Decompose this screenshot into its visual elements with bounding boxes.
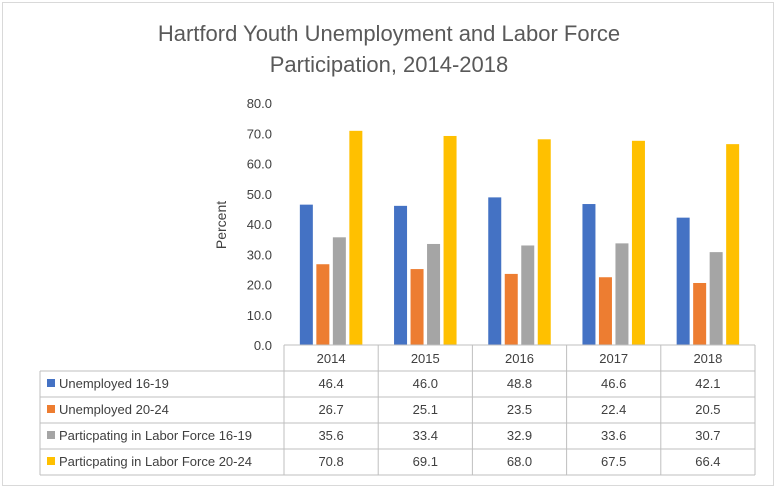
y-tick-label: 40.0 — [247, 217, 272, 232]
data-label: 23.5 — [507, 402, 532, 417]
bar — [427, 243, 441, 345]
y-tick-label: 20.0 — [247, 278, 272, 293]
bar — [316, 264, 330, 345]
data-label: 46.6 — [601, 376, 626, 391]
x-tick-label: 2014 — [317, 351, 346, 366]
chart-title: Hartford Youth Unemployment and Labor Fo… — [0, 18, 778, 80]
data-label: 70.8 — [318, 454, 343, 469]
y-tick-label: 60.0 — [247, 157, 272, 172]
data-label: 46.4 — [318, 376, 343, 391]
bar — [410, 269, 424, 345]
bar — [693, 282, 707, 345]
bar — [598, 277, 612, 345]
bar — [332, 237, 346, 345]
legend-swatch — [47, 431, 55, 439]
chart-title-line-2: Participation, 2014-2018 — [269, 52, 509, 77]
data-label: 67.5 — [601, 454, 626, 469]
bar — [615, 243, 629, 345]
bar — [676, 217, 690, 345]
data-label: 33.6 — [601, 428, 626, 443]
bar — [631, 140, 645, 345]
legend-label: Unemployed 16-19 — [59, 376, 169, 391]
data-label: 66.4 — [695, 454, 720, 469]
legend-swatch — [47, 457, 55, 465]
data-label: 33.4 — [413, 428, 438, 443]
bar — [299, 204, 313, 345]
chart-title-line-1: Hartford Youth Unemployment and Labor Fo… — [157, 21, 621, 46]
data-label: 48.8 — [507, 376, 532, 391]
bar — [521, 245, 535, 345]
bar — [488, 197, 502, 345]
bar — [726, 144, 740, 345]
y-tick-label: 70.0 — [247, 126, 272, 141]
x-tick-label: 2016 — [505, 351, 534, 366]
data-label: 46.0 — [413, 376, 438, 391]
y-tick-label: 10.0 — [247, 308, 272, 323]
y-tick-label: 0.0 — [254, 338, 272, 353]
y-tick-label: 80.0 — [247, 96, 272, 111]
bar — [349, 130, 363, 345]
y-axis-title: Percent — [213, 201, 229, 249]
legend-label: Particpating in Labor Force 20-24 — [59, 454, 252, 469]
y-tick-label: 30.0 — [247, 247, 272, 262]
data-label: 69.1 — [413, 454, 438, 469]
x-tick-label: 2015 — [411, 351, 440, 366]
data-label: 26.7 — [318, 402, 343, 417]
bar — [504, 273, 518, 345]
data-label: 22.4 — [601, 402, 626, 417]
bar — [537, 139, 551, 345]
data-label: 25.1 — [413, 402, 438, 417]
bar — [443, 135, 457, 345]
x-tick-label: 2018 — [693, 351, 722, 366]
data-label: 35.6 — [318, 428, 343, 443]
data-label: 20.5 — [695, 402, 720, 417]
legend-swatch — [47, 379, 55, 387]
data-label: 42.1 — [695, 376, 720, 391]
legend-label: Unemployed 20-24 — [59, 402, 169, 417]
data-label: 32.9 — [507, 428, 532, 443]
legend-label: Particpating in Labor Force 16-19 — [59, 428, 252, 443]
x-tick-label: 2017 — [599, 351, 628, 366]
data-label: 68.0 — [507, 454, 532, 469]
bar — [709, 252, 723, 345]
data-label: 30.7 — [695, 428, 720, 443]
legend-swatch — [47, 405, 55, 413]
bar — [394, 205, 408, 345]
y-tick-label: 50.0 — [247, 187, 272, 202]
bar — [582, 204, 596, 345]
